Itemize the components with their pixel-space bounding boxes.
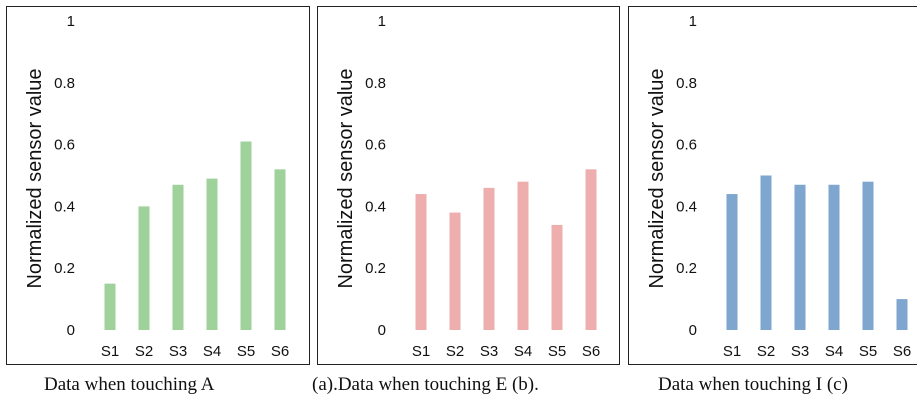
bar-chart-c: Normalized sensor value 0 0.2 0.4 0.6 0.8 1 S1 S… <box>646 13 911 360</box>
x-category-label: S2 <box>135 343 153 360</box>
y-tick-label: 0 <box>689 322 697 339</box>
bar-s5 <box>240 141 252 330</box>
chart-panel-b: Normalized sensor value 0 0.2 0.4 0.6 0.8 1 S1 S… <box>317 6 620 365</box>
bar-s4 <box>517 181 529 330</box>
x-category-label: S2 <box>757 343 775 360</box>
x-category-label: S3 <box>480 343 498 360</box>
bar-chart-a: Normalized sensor value 0 0.2 0.4 0.6 0.8 1 S1 S… <box>24 13 289 360</box>
y-tick-label: 0.6 <box>54 137 75 154</box>
y-tick-label: 0.4 <box>365 198 386 215</box>
bar-s2 <box>760 175 772 330</box>
y-tick-label: 1 <box>689 13 697 30</box>
y-tick-label: 0.8 <box>365 75 386 92</box>
x-category-label: S1 <box>412 343 430 360</box>
x-category-label: S5 <box>237 343 255 360</box>
x-category-label: S1 <box>101 343 119 360</box>
x-category-label: S1 <box>723 343 741 360</box>
bar-s3 <box>172 184 184 330</box>
bar-s4 <box>828 184 840 330</box>
y-axis-title: Normalized sensor value <box>24 68 46 288</box>
x-category-label: S5 <box>859 343 877 360</box>
caption-a: Data when touching A <box>44 374 215 395</box>
x-category-label: S6 <box>582 343 600 360</box>
caption-b: (a).Data when touching E (b). <box>312 374 539 395</box>
y-tick-label: 0.2 <box>676 260 697 277</box>
bar-s4 <box>206 178 218 330</box>
y-tick-label: 0.2 <box>365 260 386 277</box>
bar-s5 <box>551 224 563 330</box>
y-tick-label: 0.4 <box>676 198 697 215</box>
y-tick-label: 0 <box>67 322 75 339</box>
chart-panel-c: Normalized sensor value 0 0.2 0.4 0.6 0.8 1 S1 S… <box>628 6 917 365</box>
x-category-label: S4 <box>825 343 843 360</box>
y-tick-label: 0.8 <box>54 75 75 92</box>
bar-s2 <box>449 212 461 330</box>
x-category-label: S6 <box>893 343 911 360</box>
y-tick-label: 0 <box>378 322 386 339</box>
y-tick-label: 1 <box>67 13 75 30</box>
x-category-label: S2 <box>446 343 464 360</box>
y-tick-label: 0.6 <box>676 137 697 154</box>
bar-s1 <box>726 194 738 330</box>
x-category-label: S3 <box>169 343 187 360</box>
bar-s6 <box>274 169 286 330</box>
bar-s3 <box>483 187 495 330</box>
bar-s6 <box>585 169 597 330</box>
bar-s5 <box>862 181 874 330</box>
bar-s2 <box>138 206 150 330</box>
y-axis-title: Normalized sensor value <box>646 68 668 288</box>
bar-s1 <box>415 194 427 330</box>
y-axis-title: Normalized sensor value <box>335 68 357 288</box>
y-tick-label: 0.2 <box>54 260 75 277</box>
bar-s1 <box>104 283 116 330</box>
y-tick-label: 0.4 <box>54 198 75 215</box>
y-tick-label: 1 <box>378 13 386 30</box>
y-tick-label: 0.8 <box>676 75 697 92</box>
x-category-label: S4 <box>514 343 532 360</box>
bar-s3 <box>794 184 806 330</box>
caption-c: Data when touching I (c) <box>658 374 848 395</box>
x-category-label: S3 <box>791 343 809 360</box>
chart-panel-a: Normalized sensor value 0 0.2 0.4 0.6 0.8 1 S1 S… <box>6 6 310 365</box>
x-category-label: S4 <box>203 343 221 360</box>
x-category-label: S6 <box>271 343 289 360</box>
y-tick-label: 0.6 <box>365 137 386 154</box>
bar-s6 <box>896 299 908 330</box>
bar-chart-b: Normalized sensor value 0 0.2 0.4 0.6 0.8 1 S1 S… <box>335 13 600 360</box>
x-category-label: S5 <box>548 343 566 360</box>
